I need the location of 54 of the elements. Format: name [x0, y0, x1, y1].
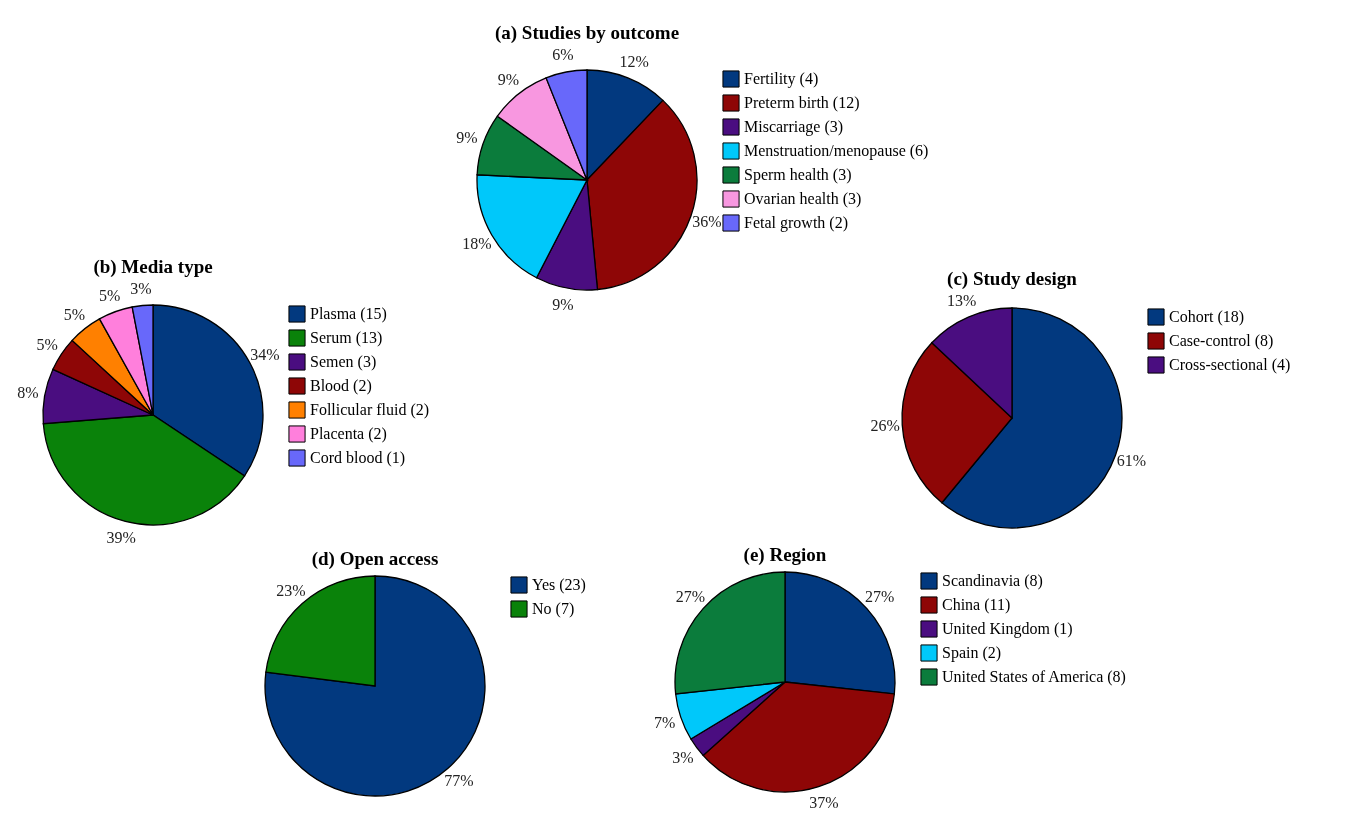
- legend-label: China (11): [942, 596, 1011, 614]
- legend-label: Scandinavia (8): [942, 572, 1043, 590]
- legend-label: Semen (3): [310, 353, 377, 371]
- legend-label: Miscarriage (3): [744, 118, 844, 136]
- chart-title: (e) Region: [743, 544, 827, 567]
- legend-label: Blood (2): [310, 377, 372, 395]
- data-label: 12%: [619, 53, 649, 71]
- data-label: 27%: [675, 588, 706, 606]
- legend-label: Fetal growth (2): [744, 214, 848, 232]
- data-label: 61%: [1116, 452, 1147, 470]
- pie-slice: [264, 575, 486, 797]
- data-label: 5%: [36, 335, 58, 353]
- legend-label: Placenta (2): [310, 425, 387, 443]
- legend-label: United States of America (8): [942, 668, 1126, 686]
- data-label: 3%: [672, 748, 694, 766]
- legend-label: Case-control (8): [1169, 332, 1274, 350]
- chart-title: (c) Study design: [947, 268, 1078, 291]
- data-label: 5%: [98, 286, 121, 304]
- data-label: 7%: [654, 713, 676, 731]
- legend-label: Menstruation/menopause (6): [744, 142, 929, 160]
- legend-label: Sperm health (3): [744, 166, 852, 184]
- data-label: 26%: [870, 416, 900, 434]
- legend-label: Yes (23): [532, 576, 586, 594]
- data-label: 77%: [444, 772, 474, 790]
- data-label: 5%: [63, 306, 86, 324]
- legend-label: Cohort (18): [1169, 308, 1245, 326]
- legend-label: Serum (13): [310, 329, 383, 347]
- data-label: 9%: [456, 129, 478, 147]
- data-label: 8%: [17, 383, 39, 401]
- legend-label: Spain (2): [942, 644, 1002, 662]
- data-label: 34%: [250, 346, 280, 364]
- data-label: 37%: [809, 793, 839, 811]
- chart-title: (d) Open access: [311, 548, 439, 571]
- chart-title: (b) Media type: [93, 255, 213, 278]
- data-label: 36%: [692, 212, 722, 230]
- data-label: 3%: [130, 279, 152, 297]
- legend-label: Preterm birth (12): [744, 94, 860, 112]
- data-label: 9%: [552, 295, 574, 313]
- data-label: 9%: [497, 71, 520, 89]
- legend-label: Ovarian health (3): [744, 190, 862, 208]
- legend-label: Cross-sectional (4): [1169, 356, 1291, 374]
- data-label: 6%: [552, 46, 574, 64]
- data-label: 18%: [462, 234, 492, 252]
- legend-label: Plasma (15): [310, 305, 387, 323]
- data-label: 27%: [864, 588, 895, 606]
- data-label: 23%: [276, 581, 306, 599]
- legend-label: United Kingdom (1): [942, 620, 1073, 638]
- chart-title: (a) Studies by outcome: [494, 22, 680, 45]
- legend-label: No (7): [532, 600, 575, 618]
- legend-label: Follicular fluid (2): [310, 401, 430, 419]
- legend-label: Fertility (4): [744, 70, 819, 88]
- data-label: 39%: [106, 528, 136, 546]
- data-label: 13%: [946, 292, 977, 310]
- legend-label: Cord blood (1): [310, 449, 406, 467]
